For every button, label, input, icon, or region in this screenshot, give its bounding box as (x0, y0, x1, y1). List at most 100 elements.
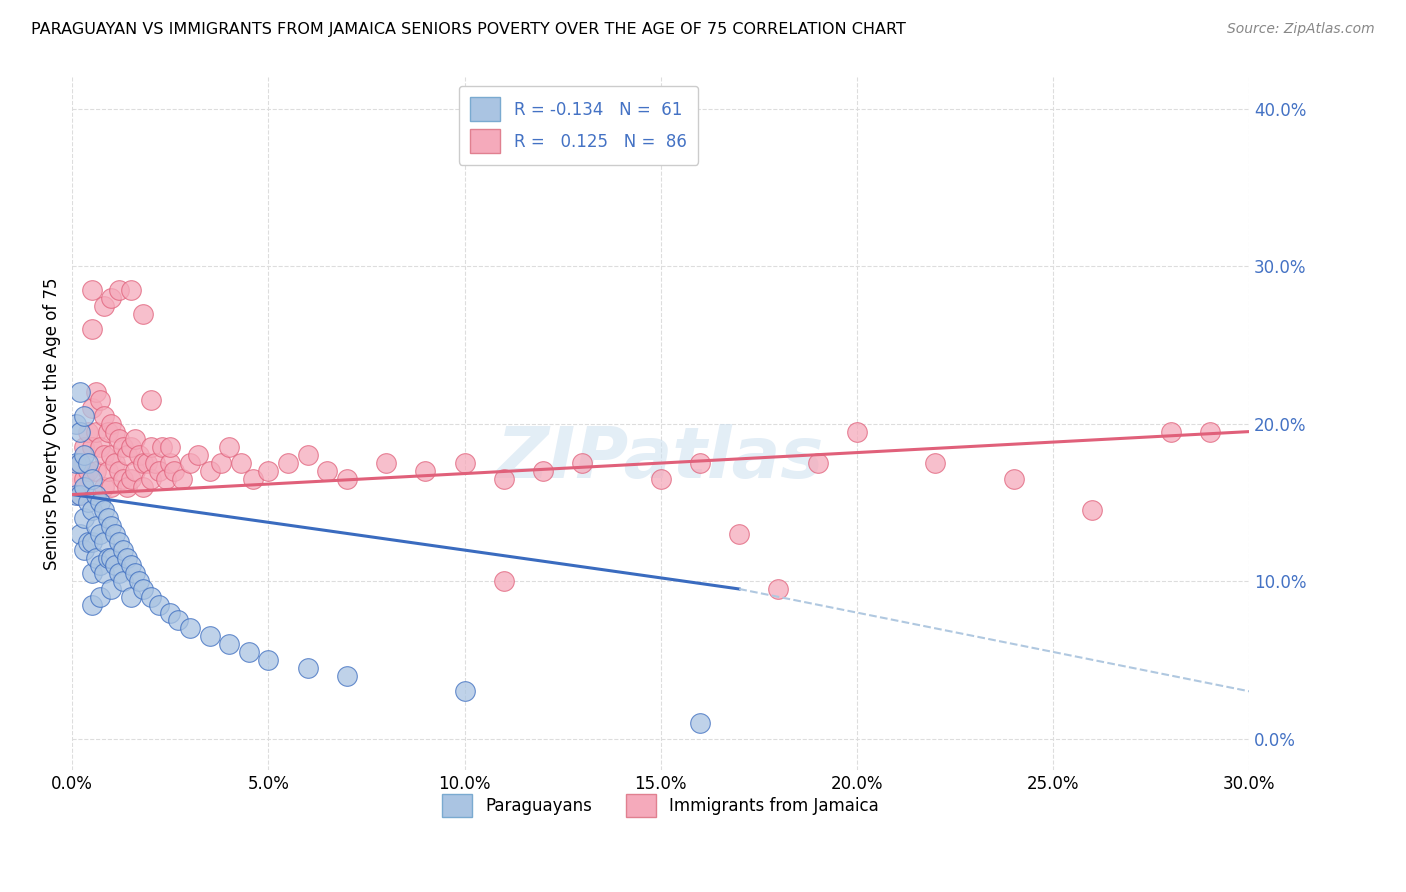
Point (93, 409, 115, 423)
Point (93, 480, 115, 494)
Point (257, 464, 280, 478)
Point (120, 590, 142, 604)
Point (132, 480, 155, 494)
Point (65, 456, 87, 470)
Point (93, 503, 115, 517)
Point (112, 440, 135, 454)
Point (650, 472, 672, 486)
Point (89, 558, 111, 573)
Point (93, 448, 115, 462)
Point (316, 464, 339, 478)
Point (336, 668, 359, 682)
Point (689, 715, 711, 730)
Point (80, 534, 103, 549)
Point (120, 440, 142, 454)
Point (77, 464, 100, 478)
Point (96, 464, 118, 478)
Point (139, 440, 162, 454)
Point (89, 393, 111, 408)
Point (108, 566, 131, 581)
Point (80, 283, 103, 297)
Point (139, 472, 162, 486)
Point (531, 464, 554, 478)
Point (73, 448, 96, 462)
Point (112, 472, 135, 486)
Point (73, 511, 96, 525)
Point (69, 487, 91, 501)
Point (229, 456, 252, 470)
Point (218, 637, 240, 651)
Point (257, 653, 280, 667)
Point (152, 440, 174, 454)
Point (120, 283, 142, 297)
Point (132, 582, 155, 596)
Point (93, 534, 115, 549)
Y-axis label: Seniors Poverty Over the Age of 75: Seniors Poverty Over the Age of 75 (44, 277, 60, 570)
Point (115, 550, 138, 565)
Point (1002, 472, 1025, 486)
Point (73, 480, 96, 494)
Point (69, 385, 91, 400)
Point (65, 487, 87, 501)
Point (89, 527, 111, 541)
Point (69, 456, 91, 470)
Point (139, 590, 162, 604)
Point (415, 464, 437, 478)
Point (807, 456, 830, 470)
Point (453, 684, 475, 698)
Point (218, 440, 240, 454)
Point (115, 448, 138, 462)
Point (93, 566, 115, 581)
Point (96, 425, 118, 439)
Point (492, 472, 515, 486)
Point (453, 456, 475, 470)
Point (179, 621, 201, 635)
Point (148, 598, 170, 612)
Point (84, 385, 107, 400)
Point (120, 472, 142, 486)
Point (100, 291, 122, 305)
Point (112, 542, 135, 557)
Point (198, 464, 221, 478)
Point (1199, 425, 1222, 439)
Point (167, 614, 190, 628)
Point (1160, 425, 1182, 439)
Point (108, 534, 131, 549)
Point (209, 456, 232, 470)
Point (96, 550, 118, 565)
Point (297, 661, 319, 675)
Point (108, 464, 131, 478)
Point (139, 393, 162, 408)
Text: ZIPatlas: ZIPatlas (498, 424, 824, 493)
Point (104, 527, 127, 541)
Point (100, 582, 122, 596)
Point (100, 519, 122, 533)
Point (77, 425, 100, 439)
Point (100, 448, 122, 462)
Point (77, 534, 100, 549)
Point (80, 401, 103, 415)
Point (84, 425, 107, 439)
Point (104, 456, 127, 470)
Point (89, 495, 111, 509)
Point (124, 566, 146, 581)
Point (73, 472, 96, 486)
Point (100, 480, 122, 494)
Point (84, 487, 107, 501)
Point (80, 440, 103, 454)
Point (297, 448, 319, 462)
Point (571, 456, 593, 470)
Point (198, 629, 221, 643)
Point (124, 464, 146, 478)
Point (148, 464, 170, 478)
Text: Source: ZipAtlas.com: Source: ZipAtlas.com (1227, 22, 1375, 37)
Point (84, 550, 107, 565)
Point (277, 456, 299, 470)
Point (172, 472, 194, 486)
Point (120, 558, 142, 573)
Point (238, 645, 260, 659)
Point (69, 527, 91, 541)
Point (155, 472, 177, 486)
Point (100, 550, 122, 565)
Point (492, 574, 515, 588)
